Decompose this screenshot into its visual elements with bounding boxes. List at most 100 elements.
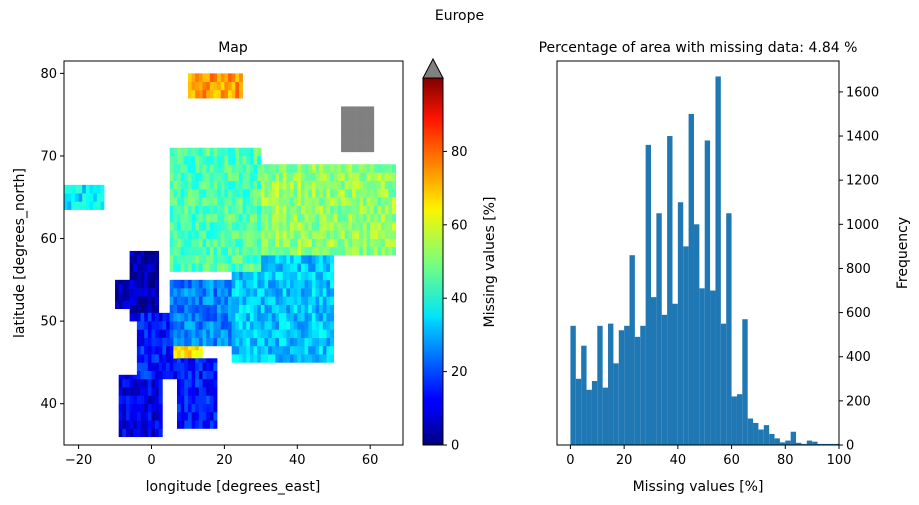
map-cell [173,263,178,272]
map-cell [162,345,167,355]
map-cell [319,337,324,347]
map-cell [337,197,342,206]
map-cell [282,354,287,363]
map-cell [341,246,345,256]
map-cell [198,304,203,314]
map-cell [300,337,305,347]
map-cell [235,279,240,289]
map-cell [304,238,309,248]
map-cell [195,362,200,371]
map-cell [275,189,280,198]
map-cell [297,312,302,322]
map-cell [198,164,203,173]
map-cell [322,345,327,355]
map-cell [209,304,214,314]
map-cell [257,180,262,190]
map-cell [147,288,152,297]
map-cell [275,321,280,330]
histogram-bar [704,140,711,445]
map-cell [370,189,375,198]
map-cell [184,222,189,231]
map-cell [268,230,273,239]
map-cell [249,222,254,231]
map-cell [366,205,371,215]
map-cell [282,304,287,314]
map-cell [206,73,211,82]
map-cell [308,222,313,231]
map-cell [202,255,207,264]
map-cell [147,250,152,256]
map-cell [195,155,200,165]
map-cell [129,304,134,314]
map-cell [326,354,331,363]
map-cell [180,246,185,256]
map-cell [74,184,79,194]
map-cell [290,263,294,272]
map-cell [198,312,203,322]
map-cell [392,172,397,182]
map-cell [187,370,192,380]
map-cell [129,250,134,256]
map-cell [238,271,243,281]
map-cell [351,135,356,144]
map-cell [140,345,145,355]
map-cell [213,164,218,173]
map-cell [260,345,265,355]
map-cell [187,263,192,272]
map-cell [264,354,269,363]
map-cell [173,246,178,256]
map-cell [319,345,324,355]
map-cell [231,89,236,99]
map-cell [151,395,156,405]
map-cell [191,362,196,371]
map-cell [330,354,335,363]
map-cell [209,296,214,305]
map-cell [191,246,196,256]
map-cell [373,246,378,256]
map-cell [187,420,192,429]
map-cell [173,288,178,297]
map-cell [279,238,284,248]
histogram-x-tick-label: 100 [827,453,852,468]
map-cell [330,271,335,281]
map-cell [198,420,203,429]
map-cell [166,362,171,371]
map-cell [224,222,229,231]
map-cell [151,387,156,396]
map-cell [249,172,254,182]
map-cell [147,362,152,371]
map-cell [351,189,356,198]
map-cell [177,164,181,173]
map-cell [224,189,229,198]
map-cell [184,213,189,223]
map-cell [144,329,149,338]
map-cell [304,230,309,239]
map-cell [147,329,152,338]
map-cell [169,370,174,380]
map-cell [125,403,130,413]
map-x-tick-label: 40 [289,453,306,468]
map-cell [187,197,192,206]
map-cell [341,143,345,153]
map-cell [177,296,181,305]
histogram-bar [758,429,764,445]
map-cell [231,321,236,330]
map-region-ireland [115,279,130,310]
map-cell [370,205,375,215]
map-cell [206,147,211,157]
map-cell [370,118,375,128]
map-cell [209,362,214,371]
map-cell [279,279,284,289]
map-cell [330,180,335,190]
map-cell [147,428,152,438]
map-cell [173,197,178,206]
map-cell [264,321,269,330]
map-cell [249,147,254,157]
map-cell [202,246,207,256]
map-cell [224,205,229,215]
map-cell [286,263,291,272]
map-cell [370,164,375,173]
map-cell [133,312,138,322]
map-cell [315,304,320,314]
map-cell [286,164,291,173]
